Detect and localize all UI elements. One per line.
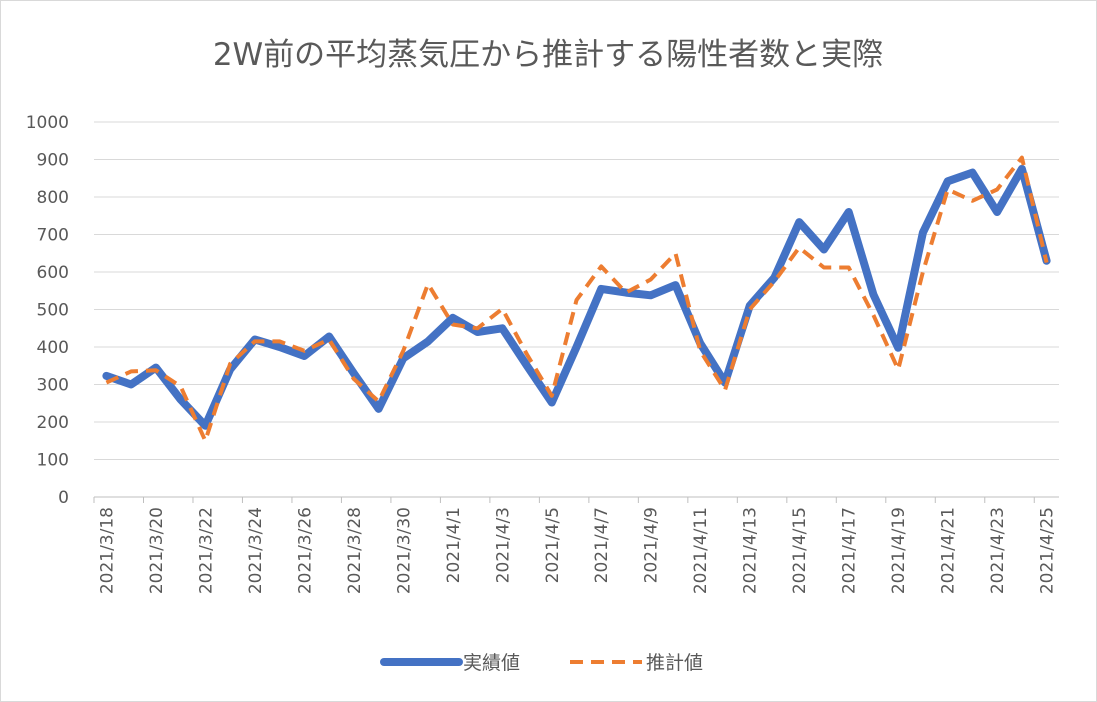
legend-label: 実績値 xyxy=(463,652,520,674)
y-tick-label: 900 xyxy=(37,151,69,171)
x-axis: 2021/3/18 2021/3/20 2021/3/22 2021/3/24 2021… xyxy=(93,496,1059,594)
x-tick-label: 2021/4/5 xyxy=(543,507,563,583)
y-axis: 0 100 200 300 400 500 600 700 800 900 1000 xyxy=(26,113,69,508)
y-tick-label: 600 xyxy=(37,263,69,283)
legend-label: 推計値 xyxy=(646,652,703,674)
x-tick-label: 2021/3/28 xyxy=(345,507,365,594)
x-tick-label: 2021/4/13 xyxy=(741,507,761,594)
y-tick-label: 0 xyxy=(58,488,69,508)
x-tick-label: 2021/4/1 xyxy=(444,507,464,583)
x-tick-label: 2021/3/30 xyxy=(394,507,414,594)
x-tick-label: 2021/4/19 xyxy=(889,507,909,594)
y-tick-label: 800 xyxy=(37,188,69,208)
x-tick-label: 2021/3/20 xyxy=(147,507,167,594)
series-lines xyxy=(102,155,1051,443)
gridlines xyxy=(94,121,1059,460)
x-tick-label: 2021/4/7 xyxy=(592,507,612,583)
x-tick-label: 2021/4/15 xyxy=(790,507,810,594)
x-tick-label: 2021/4/17 xyxy=(840,507,860,594)
y-tick-label: 500 xyxy=(37,301,69,321)
x-tick-label: 2021/3/26 xyxy=(295,507,315,594)
series-line-estimate xyxy=(105,155,1049,443)
y-tick-label: 300 xyxy=(37,376,69,396)
x-tick-label: 2021/4/23 xyxy=(988,507,1008,594)
y-tick-label: 1000 xyxy=(26,113,69,133)
x-tick-label: 2021/3/24 xyxy=(246,507,266,594)
x-tick-label: 2021/4/21 xyxy=(939,507,959,594)
y-tick-label: 700 xyxy=(37,226,69,246)
x-tick-label: 2021/4/9 xyxy=(642,507,662,583)
y-tick-label: 200 xyxy=(37,413,69,433)
x-tick-label: 2021/4/3 xyxy=(493,507,513,583)
chart-title: 2W前の平均蒸気圧から推計する陽性者数と実際 xyxy=(213,37,883,73)
legend: 実績値 推計値 xyxy=(380,652,703,674)
y-tick-label: 100 xyxy=(37,451,69,471)
y-tick-label: 400 xyxy=(37,338,69,358)
x-tick-label: 2021/3/22 xyxy=(196,507,216,594)
x-tick-label: 2021/4/11 xyxy=(691,507,711,594)
x-tick-label: 2021/4/25 xyxy=(1038,507,1058,594)
x-tick-label: 2021/3/18 xyxy=(97,507,117,594)
